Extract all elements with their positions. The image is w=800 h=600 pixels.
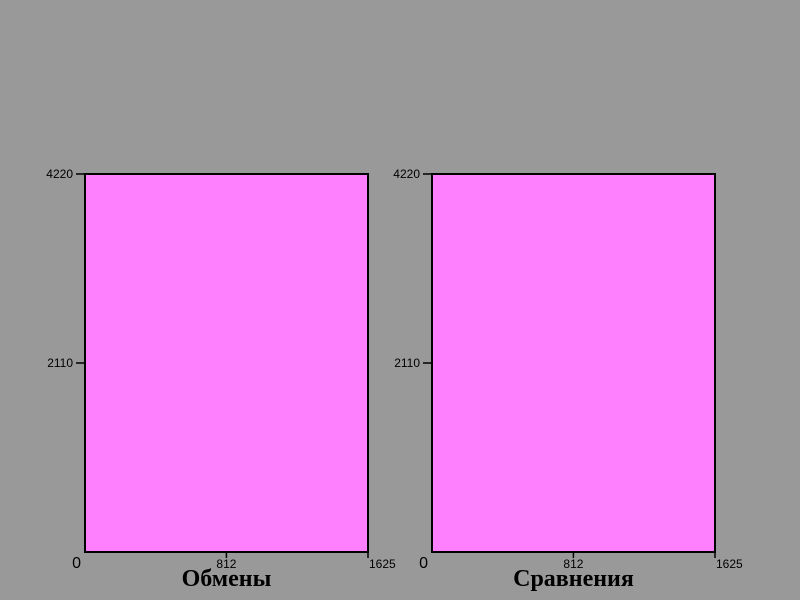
- chart-2-x-tick-label-2: 812: [563, 557, 583, 571]
- chart-2-x-tick-label-1: 0: [419, 555, 428, 572]
- chart-2-x-tick-label-3: 1625: [716, 557, 743, 571]
- chart-1-x-tick-label-3: 1625: [369, 557, 396, 571]
- chart-2-y-tick-label-2: 4220: [393, 167, 420, 181]
- chart-1: 2110 4220 0 812 1625 Обмены: [46, 167, 396, 592]
- chart-1-series-1-area: [85, 174, 368, 552]
- chart-1-x-tick-label-2: 812: [216, 557, 236, 571]
- chart-1-y-tick-label-1: 2110: [47, 356, 73, 370]
- chart-2-y-tick-label-1: 2110: [394, 356, 420, 370]
- chart-2-series-1-area: [432, 174, 715, 552]
- chart-1-y-tick-label-2: 4220: [46, 167, 73, 181]
- chart-1-x-tick-label-1: 0: [72, 555, 81, 572]
- chart-2: 2110 4220 0 812 1625 Сравнения: [393, 167, 743, 592]
- chart-2-title: Сравнения: [513, 566, 634, 592]
- chart-1-title: Обмены: [182, 566, 272, 592]
